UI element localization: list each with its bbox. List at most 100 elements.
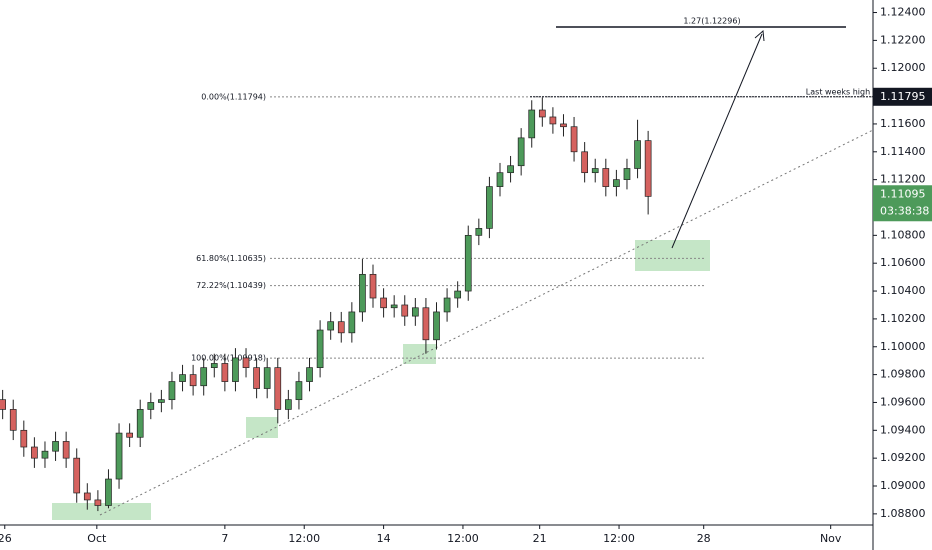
candle-body xyxy=(295,381,303,401)
y-tick-label: 1.10000 xyxy=(880,340,926,353)
candle-body xyxy=(126,432,133,438)
candle-body xyxy=(422,307,430,341)
x-tick-label: 21 xyxy=(533,532,547,545)
candle-body xyxy=(560,123,567,128)
candle-body xyxy=(613,179,620,187)
arrow-head xyxy=(754,29,765,42)
candle-body xyxy=(73,457,81,494)
y-tick-label: 1.10400 xyxy=(880,284,926,297)
high-price-label: 1.11795 xyxy=(880,90,926,103)
candle-body xyxy=(443,297,451,313)
trend-line xyxy=(99,129,874,516)
candle-body xyxy=(528,109,536,139)
candle-body xyxy=(623,168,631,180)
candle-body xyxy=(327,321,335,331)
candle-body xyxy=(390,304,398,309)
zone xyxy=(52,503,151,520)
candle-body xyxy=(179,374,186,382)
y-tick-label: 1.10600 xyxy=(880,256,926,269)
y-tick-label: 1.09000 xyxy=(880,479,926,492)
x-tick-label: 12:00 xyxy=(447,532,479,545)
candle-body xyxy=(634,140,641,169)
y-tick-label: 1.12400 xyxy=(880,6,926,19)
x-tick-label: Nov xyxy=(820,532,842,545)
zone xyxy=(635,240,710,271)
candle-body xyxy=(41,450,49,459)
candle-body xyxy=(274,367,282,410)
y-tick-label: 1.09600 xyxy=(880,395,926,408)
candle-body xyxy=(136,409,144,438)
annotation: Last weeks high xyxy=(806,88,870,97)
countdown: 03:38:38 xyxy=(880,204,929,217)
candle-body xyxy=(475,228,483,236)
candle-body xyxy=(549,116,557,125)
zones xyxy=(52,240,710,520)
candle-body xyxy=(115,432,123,480)
fib-label: 0.00%(1.11794) xyxy=(201,92,266,101)
last-price-box xyxy=(873,185,932,222)
candle-body xyxy=(20,429,28,448)
candle-body xyxy=(359,273,366,313)
candle-body xyxy=(31,446,38,459)
candle-body xyxy=(538,109,546,118)
candle-body xyxy=(369,273,377,299)
candle-body xyxy=(337,321,345,334)
y-tick-label: 1.09200 xyxy=(880,451,926,464)
high-price-box xyxy=(873,87,932,106)
x-tick-label: 14 xyxy=(377,532,391,545)
y-tick-label: 1.09800 xyxy=(880,368,926,381)
zone xyxy=(246,417,278,438)
candle-body xyxy=(200,367,208,387)
extension-label: 1.27(1.12296) xyxy=(683,17,740,26)
candle-body xyxy=(0,399,6,410)
y-tick-label: 1.11400 xyxy=(880,145,926,158)
y-tick-label: 1.09400 xyxy=(880,423,926,436)
x-tick-label: 26 xyxy=(0,532,12,545)
x-tick-label: 12:00 xyxy=(603,532,635,545)
fib-label: 72.22%(1.10439) xyxy=(196,281,266,290)
candle-body xyxy=(285,399,292,410)
y-tick-label: 1.12200 xyxy=(880,33,926,46)
y-tick-label: 1.11200 xyxy=(880,173,926,186)
candle-body xyxy=(496,172,504,187)
candle-body xyxy=(263,367,271,389)
y-tick-label: 1.12000 xyxy=(880,61,926,74)
candle-body xyxy=(486,186,493,229)
candle-body xyxy=(454,290,462,299)
candle-body xyxy=(581,151,588,174)
x-tick-label: Oct xyxy=(87,532,107,545)
y-tick-label: 1.11600 xyxy=(880,117,926,130)
candle-body xyxy=(83,492,91,501)
candle-body xyxy=(62,441,70,459)
candle-body xyxy=(433,311,440,341)
candle-body xyxy=(105,478,112,506)
candle-body xyxy=(464,234,472,292)
candle-body xyxy=(9,409,17,431)
candle-body xyxy=(253,367,260,389)
fib-label: 61.80%(1.10635) xyxy=(196,254,266,263)
y-tick-label: 1.08800 xyxy=(880,507,926,520)
x-tick-label: 7 xyxy=(221,532,228,545)
candle-body xyxy=(168,381,176,401)
candle-body xyxy=(401,304,409,317)
x-tick-label: 28 xyxy=(697,532,711,545)
arrow xyxy=(671,33,763,249)
candle-body xyxy=(644,140,652,197)
candle-body xyxy=(221,363,229,382)
last-price-label: 1.11095 xyxy=(880,187,926,200)
fib-label: 100.00%(1.09918) xyxy=(191,354,266,363)
candle-body xyxy=(380,297,387,309)
candle-body xyxy=(242,357,250,368)
candle-body xyxy=(52,441,59,452)
candle-body xyxy=(147,402,155,410)
zone xyxy=(403,344,436,364)
candle-body xyxy=(158,399,165,403)
y-tick-label: 1.10800 xyxy=(880,228,926,241)
candle-body xyxy=(591,168,599,174)
candle-body xyxy=(602,168,610,187)
y-tick-label: 1.10200 xyxy=(880,312,926,325)
candle-body xyxy=(411,307,419,317)
candle-body xyxy=(210,363,218,368)
candle-body xyxy=(316,329,324,368)
